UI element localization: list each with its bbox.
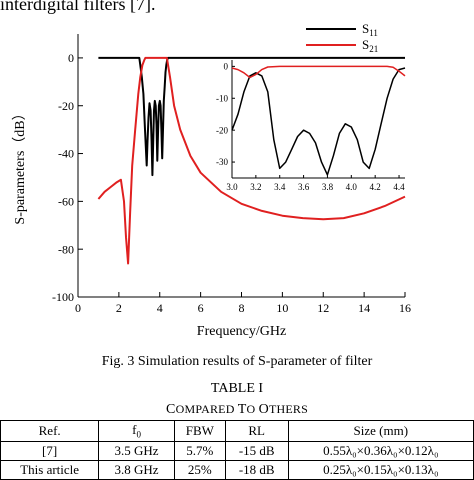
page-top-text: interdigital filters [7]. bbox=[0, 0, 156, 14]
table-title: TABLE I bbox=[210, 381, 264, 396]
main-y-tick-label: -20 bbox=[58, 99, 74, 113]
main-series-s21 bbox=[97, 56, 406, 265]
header-rl: RL bbox=[224, 420, 289, 442]
inset-background bbox=[232, 60, 405, 178]
cell-fbw: 5.7% bbox=[173, 440, 226, 461]
comparison-table: Ref. f0 FBW RL Size (mm) [7] 3.5 GHz 5.7… bbox=[0, 420, 474, 480]
inset-x-tick-label: 4.4 bbox=[393, 182, 405, 192]
inset-x-tick-label: 4.2 bbox=[370, 182, 381, 192]
header-f0: f0 bbox=[98, 420, 175, 442]
main-x-tick-label: 0 bbox=[75, 301, 81, 315]
table-row: [7] 3.5 GHz 5.7% -15 dB 0.55λ₀×0.36λ₀×0.… bbox=[0, 440, 474, 461]
inset-series-s21 bbox=[231, 65, 406, 79]
main-y-tick-label: -80 bbox=[58, 242, 74, 256]
main-x-tick-label: 12 bbox=[317, 301, 329, 315]
main-y-axis-label: S-parameters（dB） bbox=[12, 106, 28, 224]
cell-f0: 3.8 GHz bbox=[98, 459, 175, 480]
header-ref: Ref. bbox=[0, 420, 100, 442]
table-subtitle: COMPARED TO OTHERS bbox=[166, 402, 308, 417]
cell-rl: -15 dB bbox=[224, 440, 289, 461]
main-x-tick-label: 14 bbox=[358, 301, 370, 315]
main-x-tick-label: 4 bbox=[157, 301, 163, 315]
header-fbw: FBW bbox=[173, 420, 226, 442]
cell-rl: -18 dB bbox=[224, 459, 289, 480]
main-y-tick-label: -60 bbox=[58, 195, 74, 209]
inset-x-tick-label: 3.8 bbox=[322, 182, 334, 192]
figure-caption: Fig. 3 Simulation results of S-parameter… bbox=[101, 354, 373, 369]
inset-series-s11 bbox=[231, 67, 406, 176]
main-x-tick-label: 2 bbox=[116, 301, 122, 315]
main-series-s11 bbox=[98, 56, 405, 177]
inset-y-tick-label: -20 bbox=[216, 125, 228, 135]
inset-y-tick-label: -10 bbox=[216, 93, 228, 103]
inset-x-tick-label: 3.2 bbox=[250, 182, 261, 192]
main-x-tick-label: 10 bbox=[276, 301, 288, 315]
inset-x-tick-label: 3.0 bbox=[226, 182, 238, 192]
cell-ref: [7] bbox=[0, 440, 100, 461]
main-x-tick-label: 8 bbox=[239, 301, 245, 315]
inset-y-tick-label: 0 bbox=[224, 62, 229, 72]
main-x-tick-label: 6 bbox=[198, 301, 204, 315]
cell-size: 0.25λ₀×0.15λ₀×0.13λ₀ bbox=[287, 459, 474, 480]
table-header-row: Ref. f0 FBW RL Size (mm) bbox=[0, 420, 474, 442]
inset-y-tick-label: -30 bbox=[216, 157, 228, 167]
header-size: Size (mm) bbox=[287, 420, 474, 442]
main-chart: 0 2 4 6 8 10 12 14 160-20-40-60-80-100Frequency/… bbox=[12, 34, 411, 339]
inset-chart: 3.0 3.2 3.4 3.6 3.8 4.0 4.2 4.4 0 -10 -20 -30 bbox=[216, 60, 406, 192]
table-row: This article 3.8 GHz 25% -18 dB 0.25λ₀×0… bbox=[0, 459, 474, 480]
main-y-tick-label: -40 bbox=[58, 147, 74, 161]
main-x-tick-label: 16 bbox=[399, 301, 411, 315]
main-y-tick-label: 0 bbox=[68, 51, 74, 65]
main-x-axis-label: Frequency/GHz bbox=[197, 324, 286, 339]
header-f0-label: f bbox=[132, 422, 137, 437]
legend-label-s11: S11 bbox=[362, 21, 378, 38]
header-f0-sub: 0 bbox=[136, 429, 141, 440]
s-parameter-figure: 0 2 4 6 8 10 12 14 160-20-40-60-80-100Frequency/… bbox=[12, 21, 411, 339]
inset-x-tick-label: 3.4 bbox=[274, 182, 286, 192]
legend-label-s21: S21 bbox=[362, 37, 378, 54]
cell-fbw: 25% bbox=[173, 459, 226, 480]
inset-x-tick-label: 4.0 bbox=[346, 182, 358, 192]
cell-f0: 3.5 GHz bbox=[98, 440, 175, 461]
inset-x-tick-label: 3.6 bbox=[298, 182, 310, 192]
main-y-tick-label: -100 bbox=[52, 290, 74, 304]
cell-size: 0.55λ₀×0.36λ₀×0.12λ₀ bbox=[287, 440, 474, 461]
cell-ref: This article bbox=[0, 459, 100, 480]
